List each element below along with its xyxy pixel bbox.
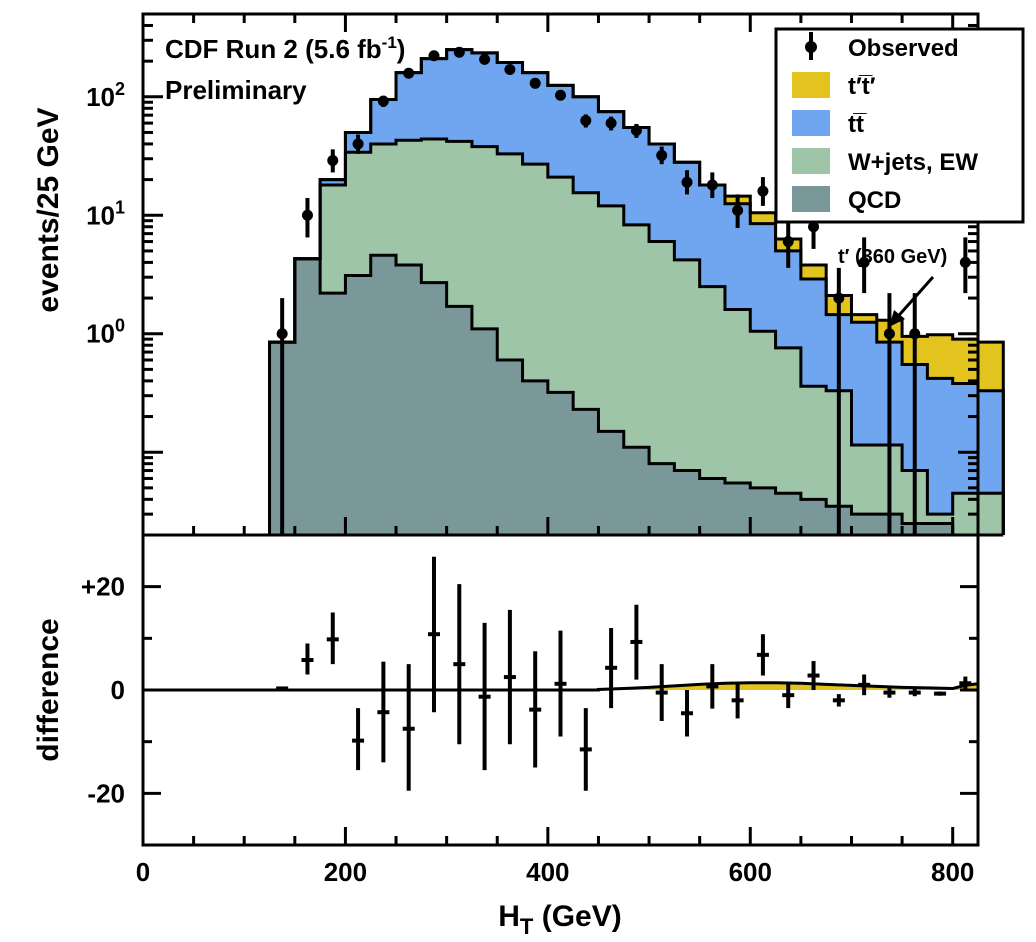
legend: Observed t′t̅′ tt̅ W+jets, EW QCD [774, 27, 1025, 224]
tick-exponent: 1 [115, 197, 125, 217]
bottom-y-tick-label-20: +20 [81, 572, 125, 602]
x-axis-title: HT (GeV) [498, 900, 621, 937]
observed-points [276, 46, 971, 535]
observed-point-4 [377, 95, 389, 107]
observed-point-14 [630, 124, 642, 136]
observed-point-17 [706, 179, 718, 191]
x-tick-label-200: 200 [324, 857, 367, 887]
observed-point-22 [833, 292, 845, 304]
observed-point-8 [479, 53, 491, 65]
observed-point-16 [681, 176, 693, 188]
observed-point-10 [529, 77, 541, 89]
tick-exponent: 0 [115, 316, 125, 336]
observed-point-3 [352, 138, 364, 150]
legend-swatch-tprime [792, 72, 830, 98]
wjets-outline [268, 137, 1005, 535]
legend-items: Observed t′t̅′ tt̅ W+jets, EW QCD [792, 32, 978, 214]
legend-label-wjets: W+jets, EW [848, 149, 978, 176]
observed-point-11 [555, 89, 566, 101]
legend-label-qcd: QCD [848, 187, 901, 214]
x-tick-label-0: 0 [136, 857, 150, 887]
observed-point-26 [959, 256, 971, 268]
observed-point-0 [276, 328, 288, 340]
legend-swatch-wjets [792, 148, 830, 174]
observed-point-2 [327, 154, 339, 166]
x-tick-label-800: 800 [931, 857, 974, 887]
qcd-area [269, 255, 1004, 535]
tprime-arrow-head [889, 310, 905, 327]
legend-swatch-qcd [792, 186, 830, 212]
observed-point-23 [858, 256, 870, 268]
legend-observed-marker [805, 41, 817, 53]
tprime-annotation: t′ (360 GeV) [838, 246, 947, 268]
legend-label-observed: Observed [848, 35, 959, 62]
experiment-label: CDF Run 2 (5.6 fb-1) [165, 33, 405, 64]
top-y-tick-label-100: 102 [86, 79, 125, 112]
observed-point-6 [428, 50, 440, 62]
top-y-tick-label-1: 100 [86, 316, 125, 349]
observed-point-24 [883, 328, 895, 340]
observed-point-15 [656, 149, 668, 161]
tick-base: 10 [86, 82, 115, 112]
observed-point-7 [453, 46, 465, 58]
legend-label-ttbar: tt̅ [848, 111, 867, 138]
top-panel-fills [269, 49, 1004, 536]
observed-point-25 [909, 328, 921, 340]
difference-points [276, 556, 972, 791]
observed-point-19 [757, 185, 769, 197]
observed-point-5 [403, 67, 415, 79]
bottom-y-tick-label-0: 0 [111, 675, 125, 705]
bottom-y-axis-title: difference [32, 618, 65, 761]
tick-base: 10 [86, 200, 115, 230]
x-tick-label-600: 600 [729, 857, 772, 887]
tprime-area [269, 49, 1004, 391]
observed-point-18 [732, 204, 744, 216]
observed-point-1 [301, 209, 313, 221]
top-y-tick-label-10: 101 [86, 197, 125, 230]
observed-point-21 [808, 221, 820, 233]
x-tick-label-400: 400 [526, 857, 569, 887]
bottom-y-tick-label--20: -20 [87, 778, 125, 808]
legend-swatch-ttbar [792, 110, 830, 136]
observed-point-13 [605, 117, 617, 129]
observed-point-12 [580, 115, 592, 127]
tprime-arrow-shaft [891, 276, 935, 323]
tick-exponent: 2 [115, 79, 125, 99]
legend-label-tprime: t′t̅′ [848, 73, 876, 100]
tick-base: 10 [86, 319, 115, 349]
observed-point-9 [504, 64, 516, 76]
status-label: Preliminary [165, 75, 307, 105]
top-y-axis-title: events/25 GeV [32, 107, 65, 312]
qcd-outline [268, 253, 1004, 537]
tprime-difference-line [143, 681, 979, 692]
observed-point-20 [782, 236, 794, 248]
